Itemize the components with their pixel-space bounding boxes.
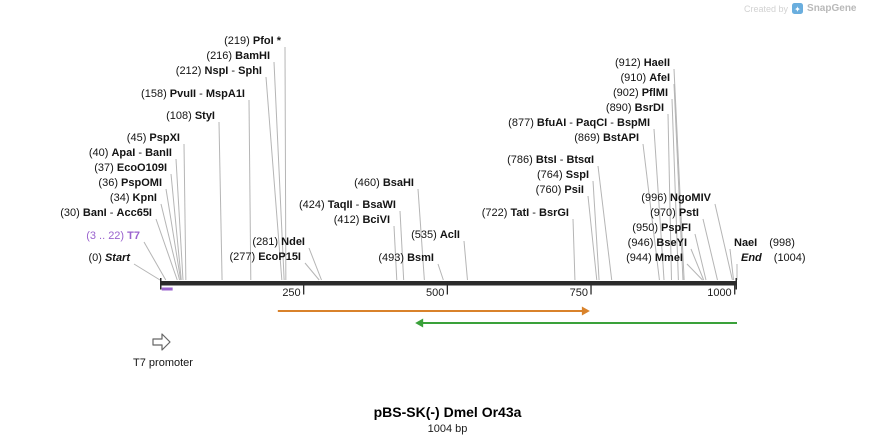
site-callout-line bbox=[308, 247, 322, 281]
site-callout-line bbox=[463, 240, 468, 281]
axis-tick-label: 250 bbox=[282, 286, 301, 299]
feature-arrow-orange-head bbox=[581, 306, 590, 316]
site-label-pspxi[interactable]: (45) PspXI bbox=[126, 132, 180, 144]
site-callout-line bbox=[417, 188, 425, 281]
site-label-psti[interactable]: (970) PstI bbox=[650, 207, 699, 219]
site-label-acli[interactable]: (535) AclI bbox=[411, 229, 460, 241]
site-callout-line bbox=[218, 121, 223, 281]
site-label-psii[interactable]: (760) PsiI bbox=[535, 184, 584, 196]
site-callout-line bbox=[133, 263, 161, 281]
site-callout-line bbox=[714, 203, 733, 281]
site-label-pspomi[interactable]: (36) PspOMI bbox=[98, 177, 162, 189]
feature-arrow-green[interactable] bbox=[415, 318, 737, 328]
site-label-sspi[interactable]: (764) SspI bbox=[537, 169, 589, 181]
site-callout-line bbox=[248, 99, 252, 281]
site-label-bsrdi[interactable]: (890) BsrDI bbox=[605, 102, 664, 114]
site-label-nspi[interactable]: (212) NspI - SphI bbox=[175, 65, 262, 77]
site-label-bsmi[interactable]: (493) BsmI bbox=[378, 252, 434, 264]
site-label-pfoi[interactable]: (219) PfoI * bbox=[224, 35, 281, 47]
site-label-bani[interactable]: (30) BanI - Acc65I bbox=[60, 207, 152, 219]
axis-tick-label: 500 bbox=[425, 286, 445, 299]
site-callout-line bbox=[702, 218, 718, 281]
feature-arrow-orange[interactable] bbox=[277, 306, 590, 316]
site-label-bseyi[interactable]: (946) BseYI bbox=[627, 237, 687, 249]
t7-promoter-icon[interactable] bbox=[152, 333, 171, 351]
site-label-kpni[interactable]: (34) KpnI bbox=[109, 192, 157, 204]
site-label-pvuii[interactable]: (158) PvuII - MspA1I bbox=[141, 88, 245, 100]
site-label-tati[interactable]: (722) TatI - BsrGI bbox=[481, 207, 569, 219]
site-label-end[interactable]: End (1004) bbox=[741, 252, 806, 264]
sequence-axis-bar[interactable] bbox=[160, 281, 737, 286]
site-label-styi[interactable]: (108) StyI bbox=[166, 110, 215, 122]
site-callout-line bbox=[572, 218, 576, 281]
plasmid-length: 1004 bp bbox=[427, 423, 468, 435]
site-label-ecop15i[interactable]: (277) EcoP15I bbox=[229, 251, 301, 263]
site-label-bfuai[interactable]: (877) BfuAI - PaqCI - BspMI bbox=[508, 117, 650, 129]
site-label-afei[interactable]: (910) AfeI bbox=[620, 72, 670, 84]
site-callout-line bbox=[170, 173, 182, 281]
plasmid-title: pBS-SK(-) Dmel Or43a bbox=[373, 404, 522, 420]
site-callout-line bbox=[393, 225, 398, 281]
site-label-haeii[interactable]: (912) HaeII bbox=[614, 57, 670, 69]
site-label-bstapi[interactable]: (869) BstAPI bbox=[574, 132, 639, 144]
site-callout-line bbox=[437, 263, 444, 281]
snapgene-logo-icon: ✦ bbox=[792, 3, 804, 14]
watermark: Created by ✦ SnapGene bbox=[744, 3, 857, 14]
site-callout-line bbox=[597, 165, 613, 281]
site-label-t7[interactable]: (3 .. 22) T7 bbox=[86, 230, 140, 242]
site-callout-line bbox=[155, 218, 178, 281]
site-callout-line bbox=[587, 195, 598, 281]
site-label-naei[interactable]: NaeI (998) bbox=[734, 237, 795, 249]
site-callout-line bbox=[175, 158, 184, 281]
t7-promoter-label: T7 promoter bbox=[133, 357, 193, 369]
svg-text:✦: ✦ bbox=[794, 5, 801, 14]
site-callout-line bbox=[694, 233, 707, 281]
site-callout-line bbox=[183, 143, 187, 281]
site-label-pflmi[interactable]: (902) PflMI bbox=[612, 87, 668, 99]
site-callout-line bbox=[673, 68, 685, 281]
site-callout-line bbox=[653, 128, 665, 281]
site-label-bcivi[interactable]: (412) BciVI bbox=[333, 214, 390, 226]
site-label-btsi[interactable]: (786) BtsI - BtsαI bbox=[507, 154, 594, 166]
site-callout-line bbox=[165, 188, 182, 281]
watermark-created-by-text: Created by bbox=[744, 3, 789, 14]
site-callout-line bbox=[671, 98, 679, 281]
axis-tick-label: 1000 bbox=[707, 286, 732, 299]
site-label-start[interactable]: (0) Start bbox=[88, 252, 130, 264]
feature-arrow-green-head bbox=[415, 318, 424, 328]
site-label-ecoo109i[interactable]: (37) EcoO109I bbox=[94, 162, 167, 174]
site-label-ndei[interactable]: (281) NdeI bbox=[252, 236, 305, 248]
site-callout-line bbox=[592, 180, 600, 281]
site-label-bamhi[interactable]: (216) BamHI bbox=[206, 50, 270, 62]
site-label-taqii[interactable]: (424) TaqII - BsaWI bbox=[298, 199, 396, 211]
site-callout-line bbox=[284, 46, 287, 281]
site-callout-line bbox=[304, 262, 320, 281]
site-label-apai[interactable]: (40) ApaI - BanII bbox=[88, 147, 172, 159]
site-label-ngomiv[interactable]: (996) NgoMIV bbox=[641, 192, 711, 204]
site-callout-line bbox=[143, 241, 167, 281]
site-callout-line bbox=[399, 210, 405, 281]
site-callout-line bbox=[729, 248, 735, 281]
axis-tick-label: 750 bbox=[569, 286, 589, 299]
site-callout-line bbox=[160, 203, 181, 281]
site-callout-line bbox=[690, 248, 705, 281]
site-label-pspfi[interactable]: (950) PspFI bbox=[632, 222, 691, 234]
site-callout-line bbox=[642, 143, 660, 281]
site-callout-line bbox=[667, 113, 672, 281]
site-callout-line bbox=[273, 61, 285, 281]
watermark-brand-text: SnapGene bbox=[807, 3, 857, 14]
site-callout-line bbox=[265, 76, 283, 281]
site-callout-line bbox=[673, 83, 684, 281]
site-callout-line bbox=[686, 263, 703, 281]
site-label-mmei[interactable]: (944) MmeI bbox=[626, 252, 683, 264]
site-label-bsahi[interactable]: (460) BsaHI bbox=[354, 177, 414, 189]
